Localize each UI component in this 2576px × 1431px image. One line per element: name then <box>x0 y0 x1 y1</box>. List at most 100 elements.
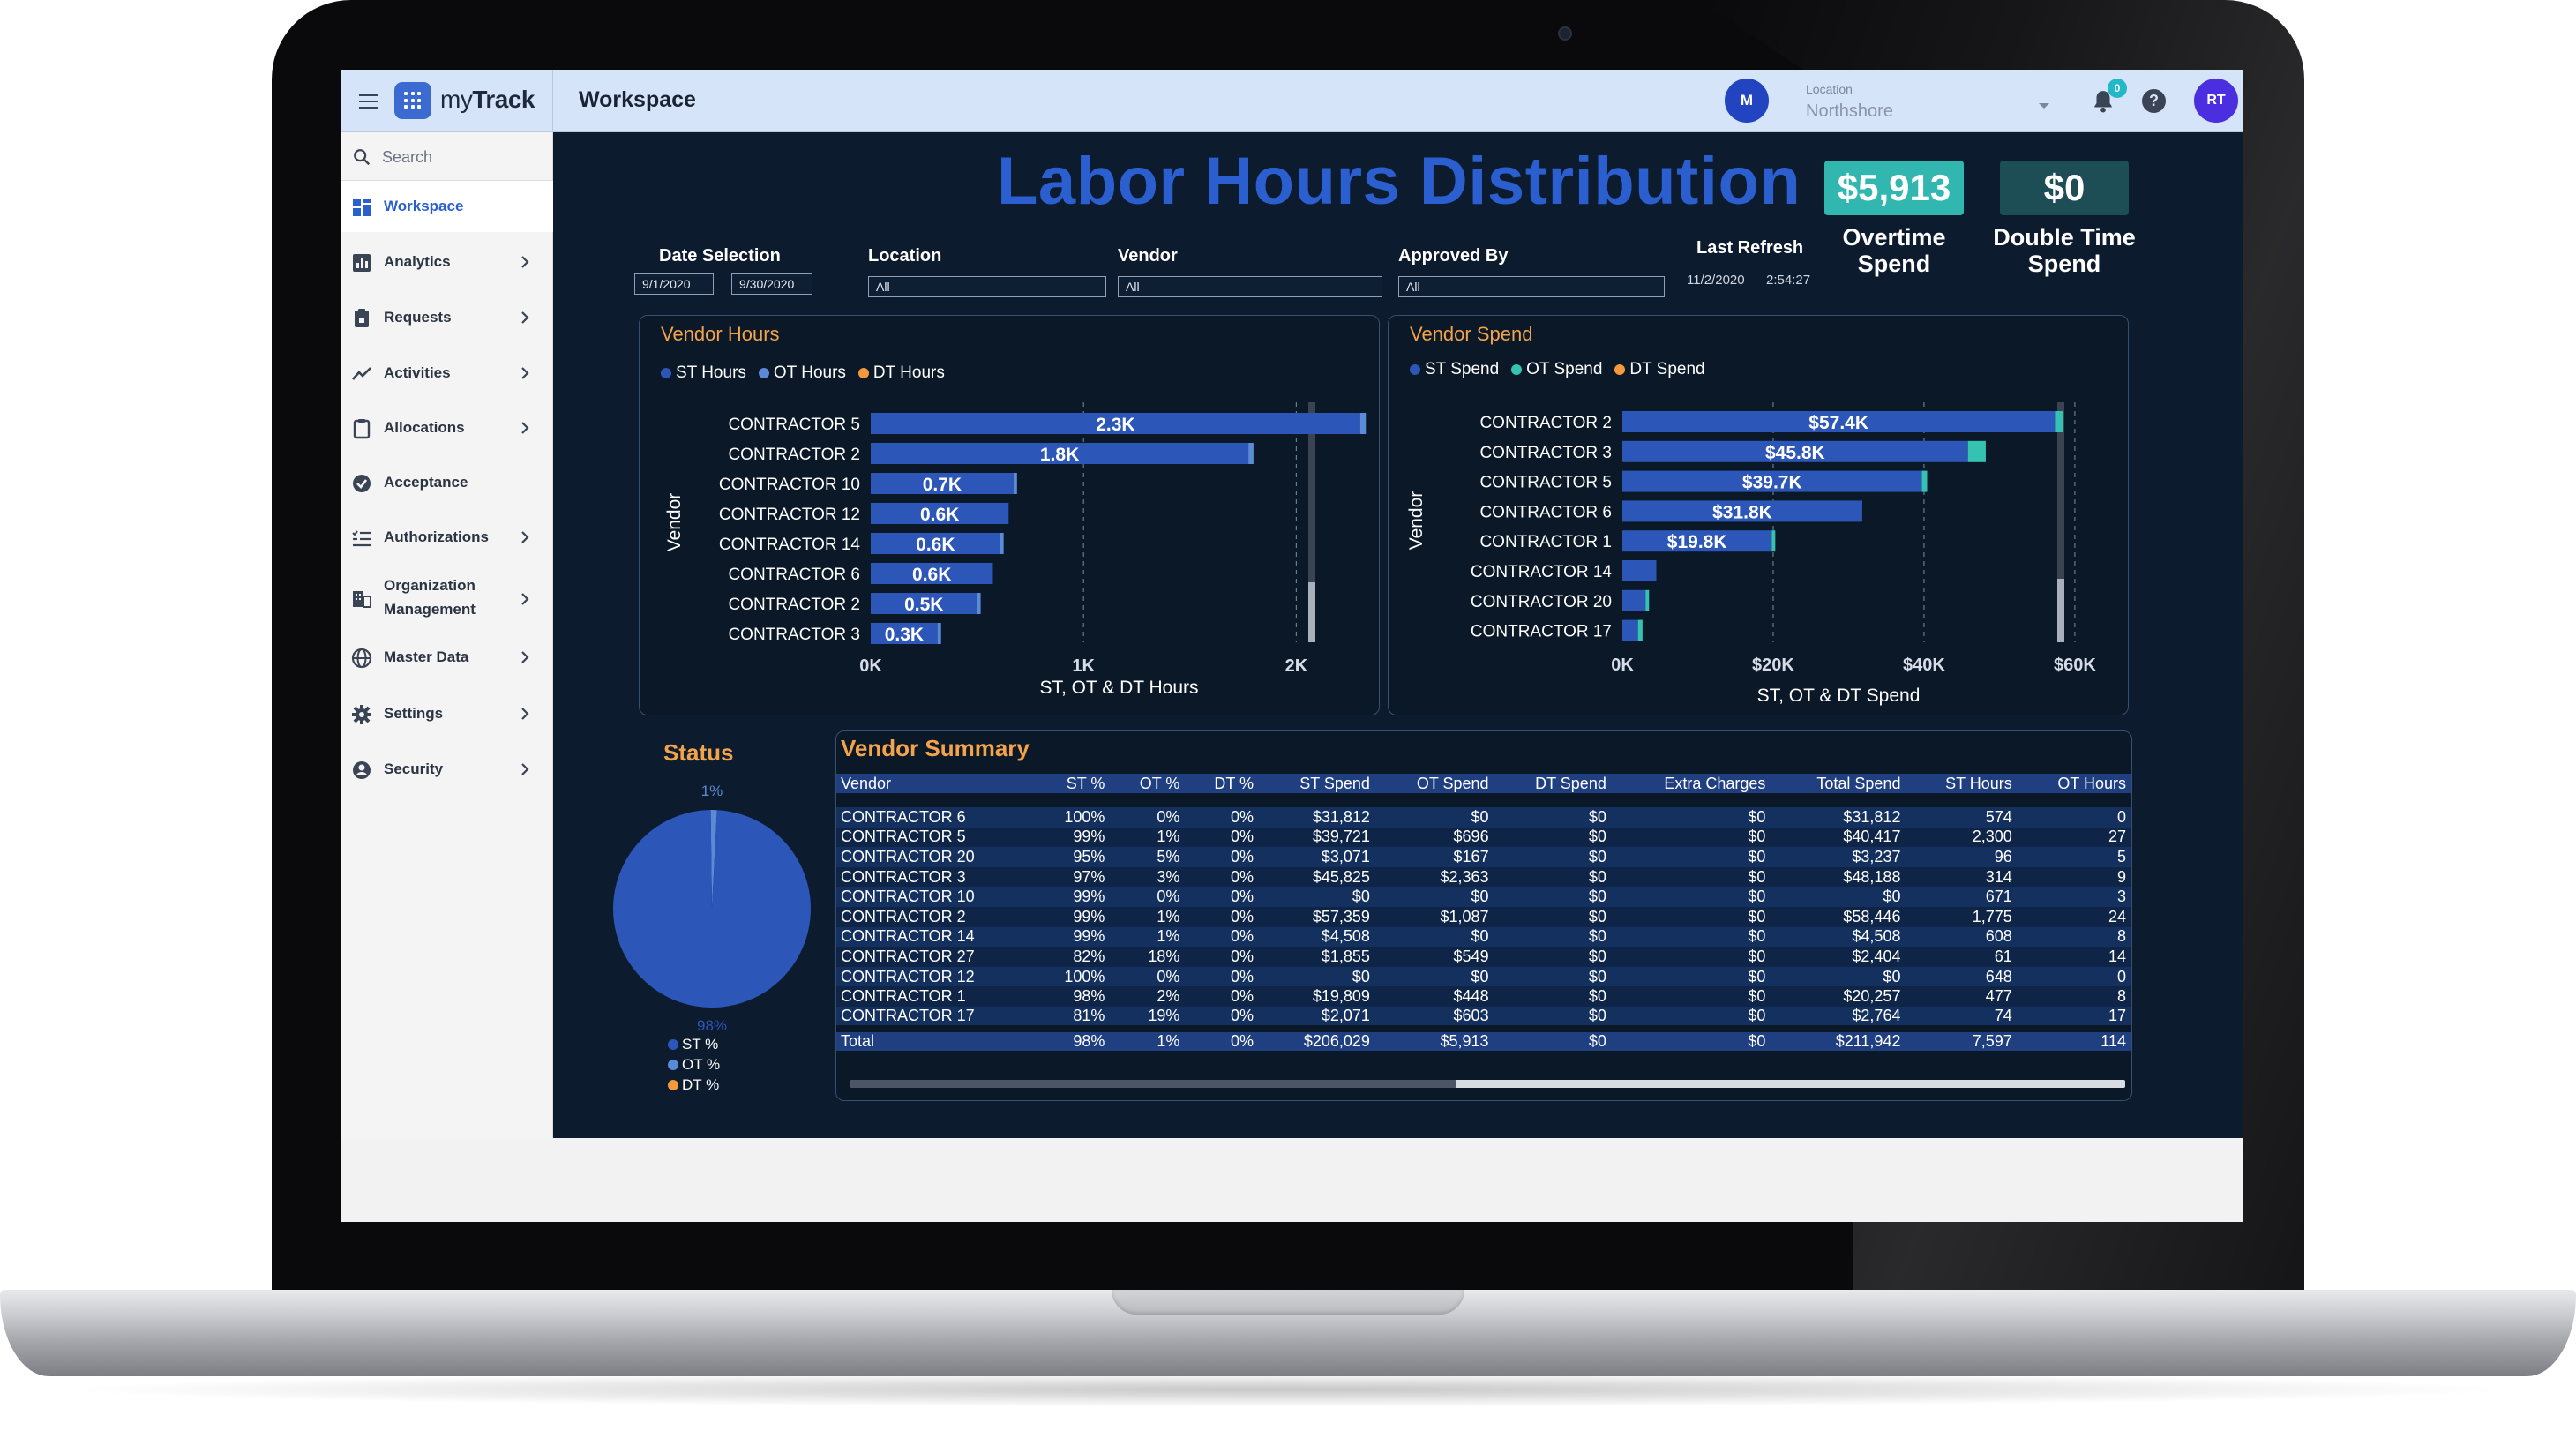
workspace-avatar[interactable]: M <box>1725 79 1769 123</box>
sidebar-item-analytics[interactable]: Analytics <box>341 236 553 288</box>
location-filter-select[interactable]: All <box>868 276 1106 297</box>
approved-filter-select[interactable]: All <box>1398 276 1665 297</box>
sidebar-item-label: Analytics <box>384 253 451 270</box>
bar-st <box>1622 619 1638 641</box>
table-cell: 0% <box>1187 807 1262 828</box>
horizontal-scrollbar-track[interactable] <box>850 1080 2125 1088</box>
table-cell: $20,257 <box>1772 986 1908 1007</box>
table-cell: $4,508 <box>1772 926 1908 948</box>
sidebar-item-settings[interactable]: Settings <box>341 688 553 739</box>
bar-data-label: 0.6K <box>912 565 951 585</box>
column-header[interactable]: DT % <box>1187 774 1262 793</box>
table-cell: 0% <box>1187 926 1262 948</box>
table-cell: 0% <box>1112 807 1187 828</box>
sidebar-item-allocations[interactable]: Allocations <box>341 402 553 453</box>
bar-data-label: $19.8K <box>1667 532 1727 552</box>
column-header[interactable]: Extra Charges <box>1613 774 1773 793</box>
help-icon[interactable]: ? <box>2142 89 2166 113</box>
chevron-right-icon <box>521 531 529 543</box>
table-cell: CONTRACTOR 3 <box>836 866 1037 888</box>
date-from-input[interactable]: 9/1/2020 <box>634 273 714 295</box>
table-cell: CONTRACTOR 1 <box>836 986 1037 1007</box>
dashboard-title: Labor Hours Distribution <box>997 144 1801 219</box>
column-header[interactable]: OT % <box>1112 774 1187 793</box>
hamburger-menu-icon[interactable] <box>359 94 378 109</box>
table-cell: $1,855 <box>1261 947 1377 967</box>
sidebar-item-workspace[interactable]: Workspace <box>341 181 553 232</box>
chevron-right-icon <box>521 256 529 268</box>
sidebar-item-master-data[interactable]: Master Data <box>341 632 553 683</box>
table-row[interactable]: CONTRACTOR 12 100% 0% 0% $0 $0 $0 $0 $0 648 0 <box>836 966 2131 987</box>
date-filter-label: Date Selection <box>659 246 781 266</box>
bar-data-label: 1.8K <box>1040 445 1079 465</box>
bar-st <box>871 413 1360 434</box>
table-cell: $57,359 <box>1261 906 1377 927</box>
app-name: myTrack <box>440 86 535 113</box>
horizontal-scrollbar-thumb[interactable] <box>850 1080 1456 1088</box>
sidebar-item-requests[interactable]: Requests <box>341 292 553 343</box>
table-cell: $696 <box>1376 827 1496 848</box>
table-row[interactable]: CONTRACTOR 10 99% 0% 0% $0 $0 $0 $0 $0 671 3 <box>836 887 2131 907</box>
legend-dt-spend: DT Spend <box>1614 360 1705 379</box>
table-cell: $0 <box>1613 847 1773 867</box>
table-row[interactable]: CONTRACTOR 3 97% 3% 0% $45,825 $2,363 $0 $0 $48,… <box>836 866 2131 888</box>
column-header[interactable]: ST Hours <box>1907 774 2019 793</box>
total-cell: $211,942 <box>1772 1024 1908 1051</box>
vertical-scrollbar-track <box>1308 402 1315 642</box>
table-row[interactable]: CONTRACTOR 20 95% 5% 0% $3,071 $167 $0 $0 $3,237… <box>836 847 2131 867</box>
table-cell: 477 <box>1907 986 2019 1007</box>
chevron-right-icon <box>521 593 529 605</box>
sidebar-item-organization-management[interactable]: Organization Management <box>341 566 553 630</box>
table-row[interactable]: CONTRACTOR 5 99% 1% 0% $39,721 $696 $0 $0 $40,41… <box>836 827 2131 848</box>
user-avatar[interactable]: RT <box>2194 79 2238 123</box>
table-cell: $0 <box>1613 1006 1773 1029</box>
sidebar-item-acceptance[interactable]: Acceptance <box>341 457 553 508</box>
bar-ot <box>1921 470 1928 492</box>
table-cell: CONTRACTOR 10 <box>836 887 1037 907</box>
pie-label-st: 98% <box>697 1017 727 1034</box>
table-row[interactable]: CONTRACTOR 1 98% 2% 0% $19,809 $448 $0 $0 $20,25… <box>836 986 2131 1007</box>
table-cell: $0 <box>1495 847 1614 867</box>
table-cell: $0 <box>1261 887 1377 907</box>
vendor-hours-panel: Vendor Hours ST Hours OT Hours DT Hours … <box>639 315 1380 716</box>
date-to-input[interactable]: 9/30/2020 <box>731 273 812 295</box>
column-header[interactable]: DT Spend <box>1495 774 1614 793</box>
sidebar-item-security[interactable]: Security <box>341 744 553 795</box>
bell-icon[interactable] <box>2092 89 2115 114</box>
search-input[interactable] <box>382 145 541 169</box>
y-axis-label: Vendor <box>1406 491 1427 551</box>
column-header[interactable]: Vendor <box>836 774 1037 793</box>
column-header[interactable]: ST % <box>1036 774 1112 793</box>
category-label: CONTRACTOR 6 <box>1479 503 1612 521</box>
pie-slice-st <box>613 810 811 1008</box>
app-logo[interactable] <box>394 82 431 119</box>
table-row[interactable]: CONTRACTOR 2 99% 1% 0% $57,359 $1,087 $0 $0 $58,… <box>836 906 2131 927</box>
category-label: CONTRACTOR 3 <box>1479 444 1612 462</box>
vendor-filter-select[interactable]: All <box>1118 276 1382 297</box>
total-cell: 98% <box>1036 1024 1112 1051</box>
table-row[interactable]: CONTRACTOR 17 81% 19% 0% $2,071 $603 $0 $0 $2,76… <box>836 1006 2131 1029</box>
sidebar-item-activities[interactable]: Activities <box>341 348 553 399</box>
bar-st <box>871 533 1000 554</box>
table-row[interactable]: CONTRACTOR 6 100% 0% 0% $31,812 $0 $0 $0 $31,812… <box>836 807 2131 828</box>
location-select[interactable]: Location Northshore <box>1793 73 2056 128</box>
column-header[interactable]: Total Spend <box>1772 774 1908 793</box>
table-row[interactable]: CONTRACTOR 27 82% 18% 0% $1,855 $549 $0 $0 $2,40… <box>836 947 2131 967</box>
table-row[interactable]: CONTRACTOR 14 99% 1% 0% $4,508 $0 $0 $0 $4,508 60… <box>836 926 2131 948</box>
column-header[interactable]: OT Spend <box>1376 774 1496 793</box>
bar-ot <box>1645 589 1650 611</box>
bar-ot <box>1359 413 1367 434</box>
table-cell: 1% <box>1112 926 1187 948</box>
column-header[interactable]: OT Hours <box>2018 774 2131 793</box>
x-axis-label: ST, OT & DT Spend <box>1757 686 1921 706</box>
screen: myTrack Workspace M Location Northshore … <box>341 70 2243 1222</box>
total-cell: $0 <box>1495 1024 1614 1051</box>
sidebar-item-authorizations[interactable]: Authorizations <box>341 512 553 563</box>
column-header[interactable]: ST Spend <box>1261 774 1377 793</box>
bar-data-label: 0.7K <box>923 475 962 495</box>
table-cell: 0 <box>2018 966 2131 987</box>
vendor-filter-label: Vendor <box>1118 246 1178 266</box>
vendor-spend-chart: 0K $20K $40K $60K CONTRACTOR 2 $57.4K CONTRACT… <box>1406 402 2096 706</box>
table-cell: $0 <box>1495 947 1614 967</box>
vendor-summary-title: Vendor Summary <box>841 735 1030 761</box>
